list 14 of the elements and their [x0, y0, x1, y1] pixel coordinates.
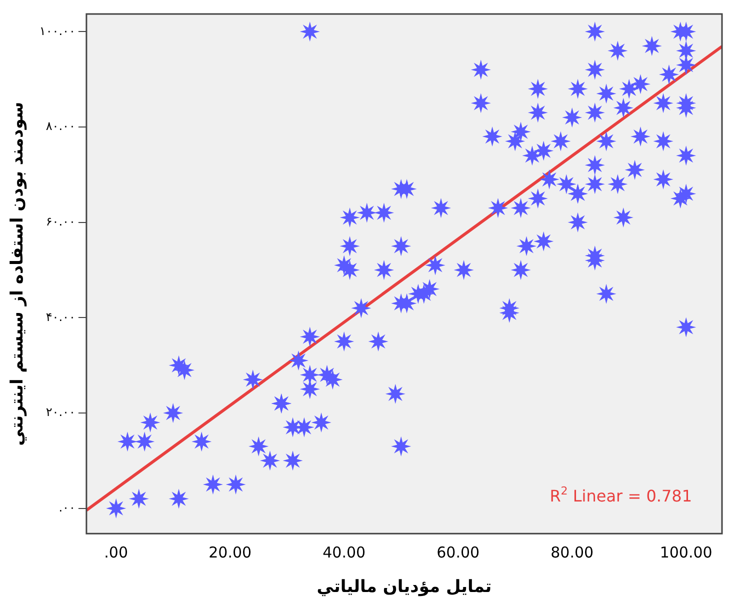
x-tick-label: 60.00 [436, 543, 480, 562]
x-tick-label: 100.00 [660, 543, 712, 562]
x-tick-label: .00 [104, 543, 128, 562]
y-tick-label: ۸۰.۰۰ [46, 119, 76, 134]
y-axis-title: سودمند بودن استفاده از سيستم اينترنتي [8, 102, 28, 446]
x-axis-title: تمايل مؤديان مالياتي [316, 577, 492, 598]
y-tick-label: .۰۰ [58, 500, 76, 514]
y-tick-label: ۱۰۰.۰۰ [39, 24, 76, 38]
y-tick-label: ۲۰.۰۰ [46, 405, 76, 420]
y-tick-label: ۶۰.۰۰ [46, 214, 76, 228]
x-tick-label: 80.00 [550, 543, 594, 562]
x-tick-label: 20.00 [208, 543, 252, 562]
y-tick-label: ۴۰.۰۰ [46, 310, 76, 324]
x-tick-label: 40.00 [322, 543, 366, 562]
